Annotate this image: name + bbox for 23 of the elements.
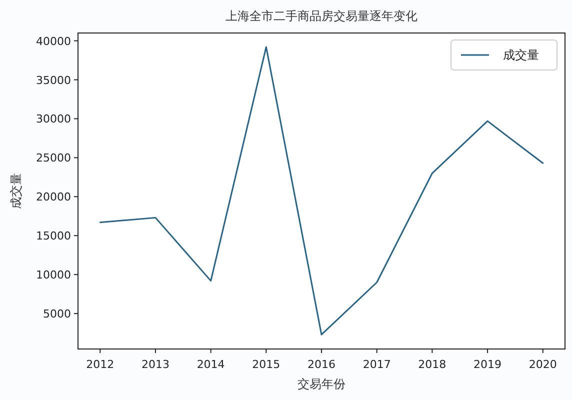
legend-label: 成交量 <box>503 48 539 62</box>
x-tick-label: 2016 <box>308 358 336 371</box>
y-tick-label: 20000 <box>36 190 71 204</box>
y-tick-label: 5000 <box>43 308 71 321</box>
y-axis-title: 成交量 <box>9 173 23 209</box>
y-tick-label: 25000 <box>36 152 71 165</box>
y-tick-label: 10000 <box>36 268 71 282</box>
x-tick-label: 2019 <box>474 358 502 371</box>
x-tick-label: 2017 <box>362 358 391 371</box>
x-tick-label: 2015 <box>252 358 280 371</box>
y-tick-label: 40000 <box>36 34 71 48</box>
legend: 成交量 <box>450 40 558 70</box>
x-axis-title: 交易年份 <box>298 377 346 391</box>
x-tick-label: 2018 <box>418 358 446 371</box>
x-tick-label: 2014 <box>196 358 225 371</box>
line-series <box>99 46 544 336</box>
y-tick-label: 30000 <box>36 112 71 126</box>
chart-title: 上海全市二手商品房交易量逐年变化 <box>226 9 418 23</box>
x-tick-label: 2013 <box>141 358 170 371</box>
x-tick-label: 2012 <box>86 358 114 371</box>
y-tick-label: 35000 <box>36 74 71 87</box>
y-tick-label: 15000 <box>36 230 71 243</box>
x-tick-label: 2020 <box>528 358 557 371</box>
